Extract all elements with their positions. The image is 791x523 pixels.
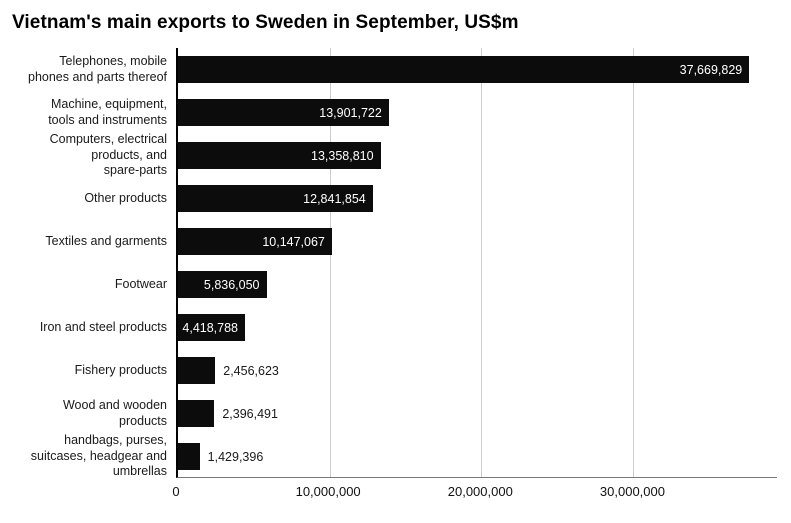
value-label: 13,358,810 <box>311 148 374 163</box>
bar-chart: Telephones, mobile phones and parts ther… <box>10 48 777 478</box>
bar-row: 13,901,722 <box>178 91 777 134</box>
value-label: 4,418,788 <box>182 320 238 335</box>
bar-row: 37,669,829 <box>178 48 777 91</box>
bar <box>178 443 200 470</box>
category-label: Textiles and garments <box>45 233 167 248</box>
bar-row: 5,836,050 <box>178 263 777 306</box>
bar <box>178 56 750 83</box>
value-label: 5,836,050 <box>203 277 260 292</box>
x-tick-label: 30,000,000 <box>599 484 665 499</box>
x-tick-label: 10,000,000 <box>295 484 361 499</box>
bar-row: 4,418,788 <box>178 306 777 349</box>
gridline <box>329 48 331 477</box>
bar-row: 12,841,854 <box>178 177 777 220</box>
category-label: Machine, equipment, tools and instrument… <box>48 96 167 127</box>
category-label: Iron and steel products <box>39 319 167 334</box>
gridline <box>481 48 483 477</box>
value-label: 2,396,491 <box>222 406 278 421</box>
bar-row: 2,396,491 <box>178 392 777 435</box>
value-label: 2,456,623 <box>223 363 279 378</box>
bar <box>178 357 216 384</box>
bar-row: 13,358,810 <box>178 134 777 177</box>
bar <box>178 228 332 255</box>
category-label: Wood and wooden products <box>62 397 167 428</box>
bar <box>178 400 215 427</box>
plot-area: 37,669,829 13,901,722 13,358,810 12,841,854… <box>176 48 777 478</box>
category-label: Telephones, mobile phones and parts ther… <box>28 53 167 84</box>
x-axis: 0 10,000,000 20,000,000 30,000,000 <box>172 478 777 502</box>
bar-row: 2,456,623 <box>178 349 777 392</box>
bar <box>178 99 389 126</box>
chart-title: Vietnam's main exports to Sweden in Sept… <box>12 12 519 33</box>
category-label: Fishery products <box>74 362 167 377</box>
value-label: 13,901,722 <box>319 105 382 120</box>
category-label: handbags, purses, suitcases, headgear an… <box>30 433 167 479</box>
x-tick-label: 20,000,000 <box>447 484 513 499</box>
x-tick-label: 0 <box>172 484 180 499</box>
bar <box>178 314 245 341</box>
bar-row: 1,429,396 <box>178 435 777 478</box>
bar <box>178 142 381 169</box>
category-label: Other products <box>84 190 167 205</box>
value-label: 10,147,067 <box>262 234 325 249</box>
y-axis-labels: Telephones, mobile phones and parts ther… <box>10 48 176 478</box>
bar <box>178 185 373 212</box>
category-label: Footwear <box>114 276 167 291</box>
value-label: 12,841,854 <box>303 191 366 206</box>
value-label: 37,669,829 <box>679 62 743 77</box>
bar <box>178 271 267 298</box>
category-label: Computers, electrical products, and spar… <box>49 132 167 178</box>
bar-row: 10,147,067 <box>178 220 777 263</box>
value-label: 1,429,396 <box>207 449 264 464</box>
gridline <box>632 48 634 477</box>
